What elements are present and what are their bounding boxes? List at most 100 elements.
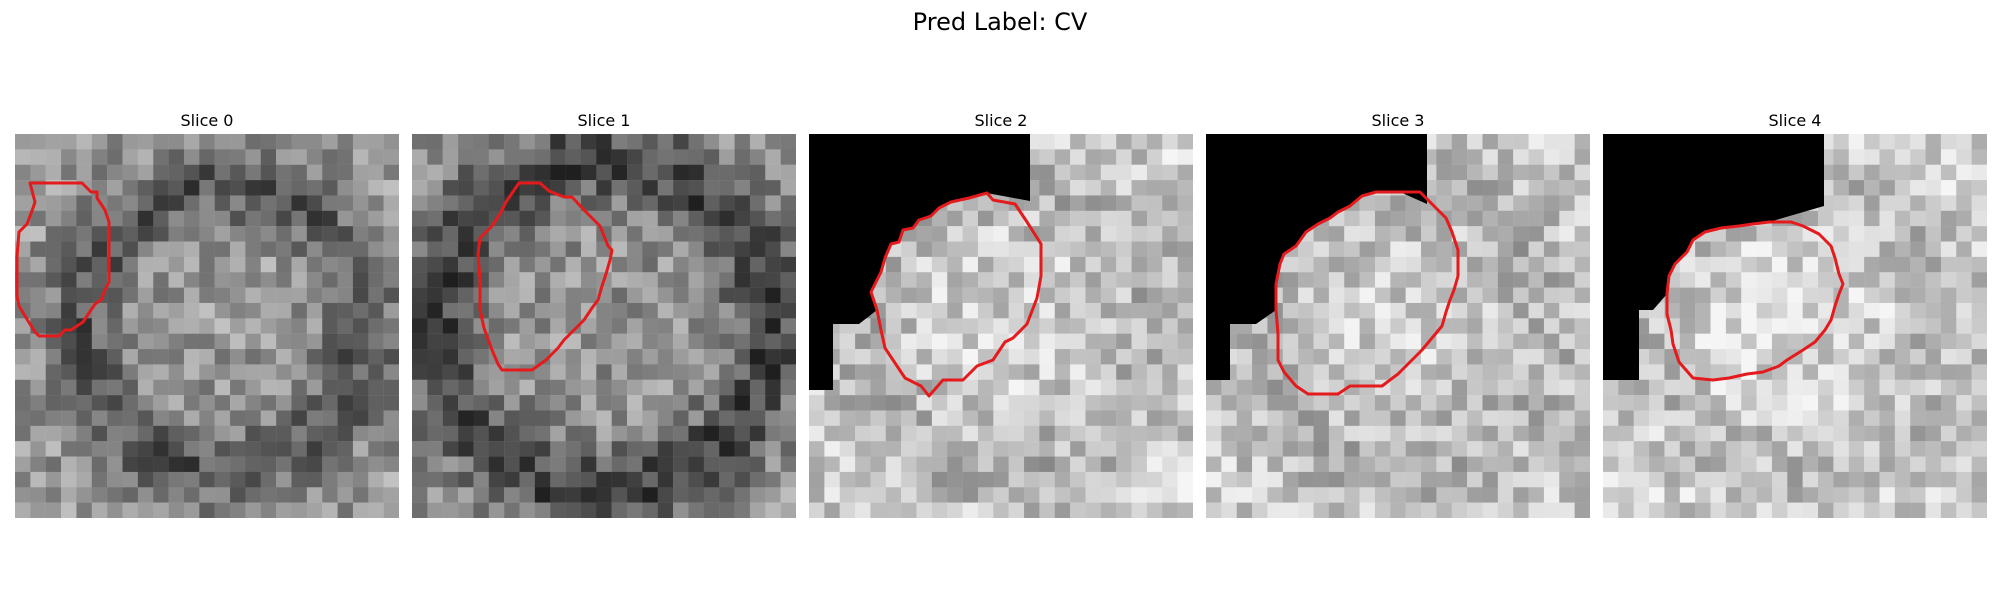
slice-0-pixel	[199, 134, 215, 150]
slice-3-pixel	[1513, 364, 1529, 380]
slice-4-pixel	[1725, 395, 1742, 411]
slice-0-pixel	[337, 487, 354, 503]
slice-2-pixel	[1116, 180, 1132, 196]
slice-4-pixel	[1664, 379, 1680, 396]
slice-0-pixel	[368, 471, 384, 488]
slice-2-pixel	[901, 302, 917, 319]
slice-0-pixel	[168, 164, 185, 181]
slice-1-pixel	[565, 241, 582, 258]
slice-0-pixel	[199, 441, 215, 457]
slice-1-pixel	[473, 379, 489, 396]
slice-0-pixel	[291, 287, 308, 304]
slice-2-pixel	[1116, 195, 1132, 211]
slice-1-pixel	[749, 226, 766, 242]
slice-3-pixel	[1436, 195, 1452, 211]
slice-0-pixel	[122, 272, 139, 288]
slice-3-pixel	[1267, 318, 1283, 334]
slice-1-pixel	[627, 349, 643, 365]
slice-2-pixel	[1054, 134, 1071, 150]
slice-1-pixel	[519, 441, 536, 457]
slice-3-pixel	[1390, 333, 1406, 350]
slice-4-pixel	[1910, 256, 1926, 273]
slice-0-pixel	[214, 241, 231, 258]
slice-4-pixel	[1925, 379, 1942, 396]
slice-2-pixel	[993, 256, 1009, 273]
slice-1-pixel	[550, 441, 566, 457]
slice-4-pixel	[1618, 502, 1634, 518]
slice-4-pixel	[1864, 364, 1880, 380]
slice-2-pixel	[809, 487, 825, 503]
slice-0-pixel	[168, 441, 185, 457]
slice-1-pixel	[657, 410, 674, 427]
slice-2-pixel	[1054, 395, 1071, 411]
slice-0-pixel	[368, 226, 384, 242]
slice-3-pixel	[1574, 471, 1590, 488]
slice-1-pixel	[488, 502, 505, 518]
slice-3-pixel	[1344, 287, 1360, 304]
slice-0-pixel	[306, 487, 323, 503]
slice-3-pixel	[1513, 149, 1529, 165]
slice-2-pixel	[1054, 302, 1071, 319]
slice-0-pixel	[276, 441, 292, 457]
slice-2-pixel	[1070, 349, 1086, 365]
slice-4-pixel	[1695, 395, 1711, 411]
slice-4-pixel	[1910, 318, 1926, 334]
slice-3-pixel	[1467, 425, 1483, 442]
slice-2-pixel	[885, 272, 902, 288]
slice-3-pixel	[1344, 241, 1360, 258]
slice-4-pixel	[1818, 441, 1834, 457]
slice-0-pixel	[153, 333, 169, 350]
slice-0-pixel	[245, 134, 261, 150]
slice-1-pixel	[442, 180, 459, 196]
slice-4-pixel	[1725, 379, 1742, 396]
slice-0-pixel	[214, 210, 231, 227]
slice-2-pixel	[1116, 333, 1132, 350]
slice-3-pixel	[1221, 425, 1237, 442]
slice-4-pixel	[1925, 333, 1942, 350]
slice-0-pixel	[276, 226, 292, 242]
slice-4-pixel	[1756, 425, 1773, 442]
slice-2-pixel	[916, 256, 933, 273]
slice-3-pixel	[1390, 195, 1406, 211]
slice-4-pixel	[1818, 333, 1834, 350]
slice-4-pixel	[1956, 226, 1972, 242]
slice-2-pixel	[1177, 333, 1193, 350]
slice-4-pixel	[1818, 425, 1834, 442]
slice-3-pixel	[1451, 226, 1468, 242]
slice-3-pixel	[1543, 287, 1560, 304]
slice-2-pixel	[1146, 164, 1163, 181]
slice-3-pixel	[1359, 471, 1376, 488]
slice-1-pixel	[642, 456, 658, 473]
slice-4-pixel	[1679, 502, 1696, 518]
slice-3-pixel	[1574, 333, 1590, 350]
slice-0-pixel	[137, 456, 154, 473]
slice-1-pixel	[442, 134, 459, 150]
slice-4-pixel	[1664, 395, 1680, 411]
slice-2-pixel	[931, 226, 948, 242]
slice-3-pixel	[1513, 272, 1529, 288]
slice-0-pixel	[15, 471, 31, 488]
slice-3-pixel	[1252, 456, 1268, 473]
slice-1-pixel	[673, 379, 689, 396]
slice-4-pixel	[1633, 502, 1650, 518]
slice-1-pixel	[627, 149, 643, 165]
slice-0-pixel	[107, 333, 123, 350]
slice-2-pixel	[1100, 441, 1117, 457]
slice-0-pixel	[214, 441, 231, 457]
slice-3-pixel	[1574, 318, 1590, 334]
slice-1-pixel	[642, 287, 658, 304]
slice-1-pixel	[427, 149, 443, 165]
slice-4-pixel	[1741, 302, 1757, 319]
slice-0-pixel	[199, 195, 215, 211]
slice-2-pixel	[1054, 471, 1071, 488]
slice-2-pixel	[947, 226, 963, 242]
slice-0-pixel	[61, 256, 77, 273]
slice-4-pixel	[1879, 502, 1896, 518]
slice-4-pixel	[1864, 456, 1880, 473]
slice-3-pixel	[1451, 210, 1468, 227]
slice-0-pixel	[15, 318, 31, 334]
slice-1-pixel	[473, 425, 489, 442]
slice-0-pixel	[107, 441, 123, 457]
slice-1-pixel	[473, 210, 489, 227]
slice-0-pixel	[245, 379, 261, 396]
